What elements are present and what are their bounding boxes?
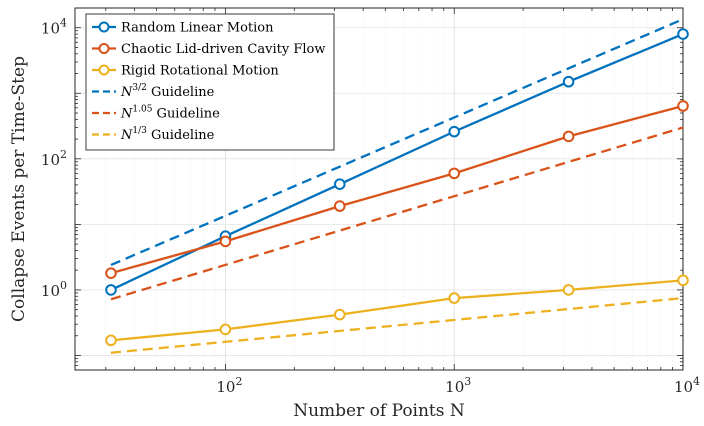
series — [110, 126, 684, 301]
legend: Random Linear Motion Chaotic Lid-driven C… — [85, 13, 335, 151]
y-tick-label: 104 — [41, 17, 67, 38]
x-axis-label: Number of Points N — [293, 401, 465, 421]
y-tick-label: 102 — [41, 148, 67, 169]
legend-box — [85, 13, 335, 151]
legend-entry: N3/2 Guideline — [120, 83, 215, 100]
series-line — [110, 33, 684, 291]
series — [105, 274, 689, 347]
axes-box — [74, 7, 684, 371]
data-point — [677, 274, 689, 287]
series-line — [110, 104, 684, 275]
data-point — [448, 167, 461, 180]
data-point — [105, 334, 117, 347]
series-line — [110, 279, 684, 342]
guideline-line — [110, 126, 684, 301]
x-tick-label: 102 — [216, 375, 242, 396]
y-axis-label: Collapse Events per Time-Step — [9, 56, 29, 322]
data-point — [448, 125, 461, 138]
legend-entry: Chaotic Lid-driven Cavity Flow — [121, 42, 325, 57]
guideline-line — [110, 18, 684, 267]
data-point — [219, 323, 232, 336]
legend-marker — [98, 43, 110, 54]
y-tick-label: 100 — [41, 279, 67, 300]
series — [110, 18, 684, 267]
legend-entry: N1/3 Guideline — [120, 126, 215, 143]
data-point — [677, 100, 689, 112]
legend-entry: Rigid Rotational Motion — [121, 64, 279, 79]
data-point — [333, 178, 346, 191]
data-point — [105, 267, 117, 279]
legend-marker — [98, 21, 110, 33]
data-point — [105, 284, 117, 296]
x-tick-label: 104 — [674, 375, 700, 396]
data-point — [562, 284, 575, 296]
legend-entry: N1.05 Guideline — [120, 105, 220, 122]
x-tick-label: 103 — [445, 375, 471, 396]
series — [105, 28, 689, 296]
data-point — [677, 28, 689, 40]
data-point — [333, 200, 346, 212]
series — [105, 100, 689, 279]
legend-marker — [98, 64, 110, 76]
data-point — [562, 75, 575, 88]
data-point — [448, 292, 461, 304]
data-point — [333, 308, 346, 321]
data-point — [562, 130, 575, 143]
data-point — [219, 235, 232, 248]
legend-entry: Random Linear Motion — [121, 21, 274, 36]
